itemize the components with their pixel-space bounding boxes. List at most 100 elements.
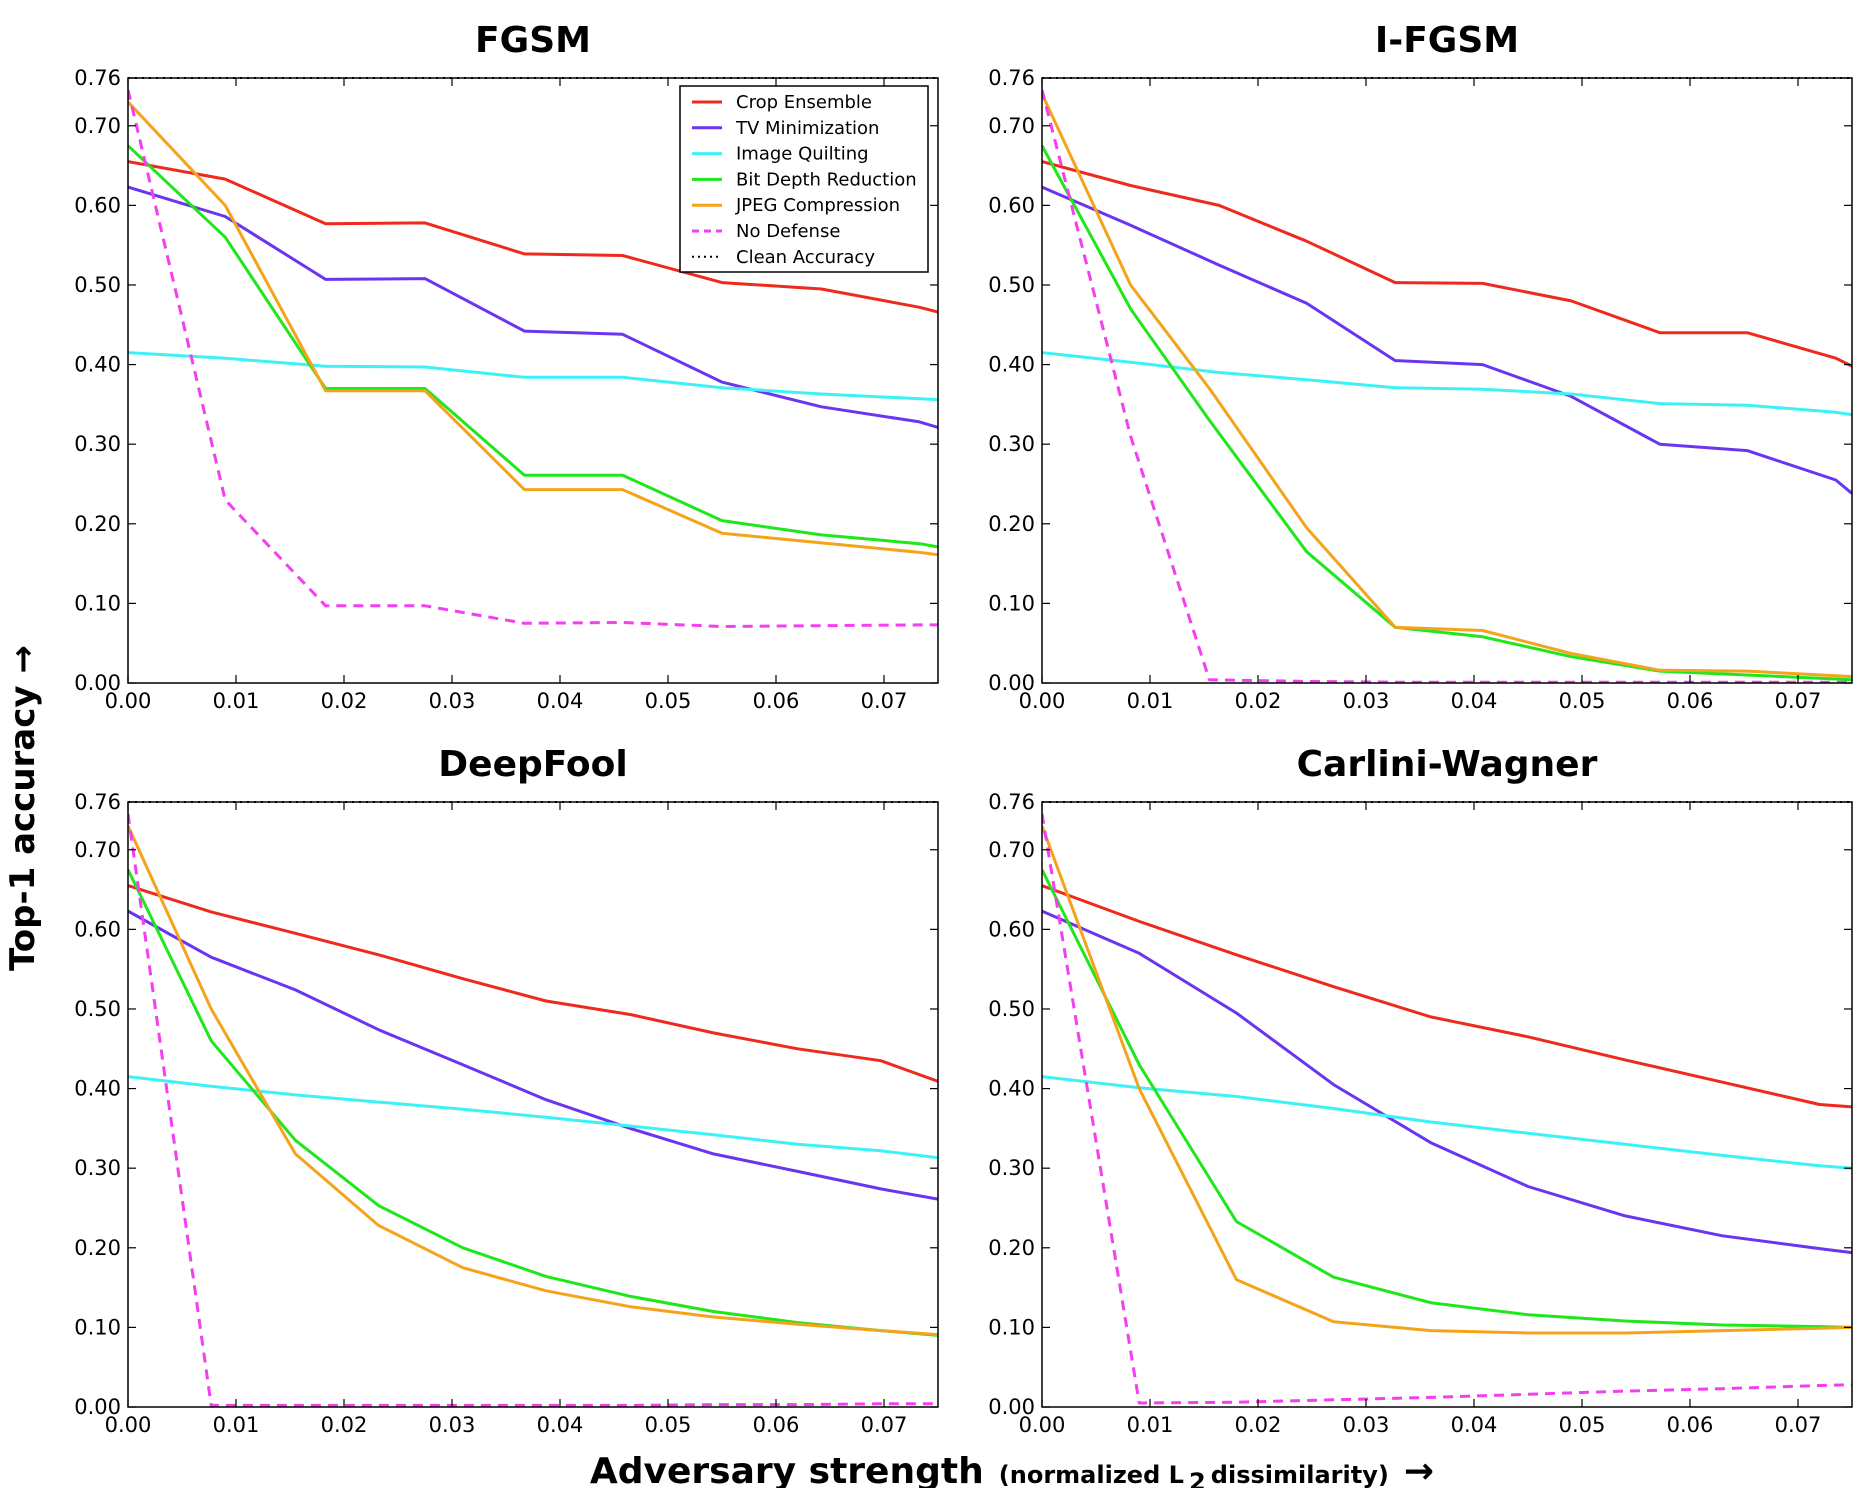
x-tick-label: 0.04 (537, 689, 584, 713)
panels: FGSM 0.00 0.01 0.02 0.03 0.04 0.05 0.06 0.07 0.00… (74, 20, 1853, 1437)
series-group (1042, 89, 1852, 683)
x-axis-label: Adversary strength (normalized L 2 dissi… (590, 1451, 1434, 1488)
series-line-no-defense (1042, 813, 1852, 1405)
y-tick-label: 0.10 (74, 1315, 121, 1339)
y-tick-label: 0.10 (74, 591, 121, 615)
x-tick-label: 0.07 (1775, 689, 1822, 713)
series-line-jpeg-compression (1042, 825, 1852, 1335)
y-tick-label: 0.76 (74, 66, 121, 90)
legend-label-no-defense: No Defense (736, 221, 840, 242)
y-tick-label: 0.20 (74, 512, 121, 536)
series-line-jpeg-compression (1042, 93, 1852, 679)
x-tick-label: 0.01 (213, 1413, 260, 1437)
series-line-image-quilting (128, 1075, 938, 1160)
y-tick-label: 0.40 (74, 353, 121, 377)
x-tick-label: 0.02 (1235, 1413, 1282, 1437)
series-line-jpeg-compression (128, 100, 938, 557)
y-tick-label: 0.76 (988, 66, 1035, 90)
y-tick-label: 0.50 (74, 273, 121, 297)
y-tick-label: 0.20 (74, 1236, 121, 1260)
x-tick-label: 0.02 (321, 689, 368, 713)
series-line-bit-depth-reduction (1042, 144, 1852, 682)
series-line-no-defense (1042, 89, 1852, 683)
series-line-image-quilting (1042, 351, 1852, 417)
x-tick-label: 0.06 (1667, 689, 1714, 713)
plot-frame (1041, 77, 1853, 684)
x-tick-label: 0.06 (753, 689, 800, 713)
y-tick-label: 0.60 (988, 193, 1035, 217)
y-tick-label: 0.30 (988, 1156, 1035, 1180)
series-line-no-defense (128, 89, 938, 628)
y-axis-label: Top-1 accuracy → (3, 645, 43, 971)
series-line-tv-minimization (1042, 185, 1852, 495)
x-tick-label: 0.05 (645, 689, 692, 713)
panel-title: FGSM (475, 20, 591, 61)
x-tick-label: 0.01 (213, 689, 260, 713)
series-line-image-quilting (128, 351, 938, 402)
y-tick-label: 0.50 (988, 273, 1035, 297)
panel-fgsm: FGSM 0.00 0.01 0.02 0.03 0.04 0.05 0.06 0.07 0.00… (74, 20, 939, 713)
x-tick-label: 0.05 (1559, 689, 1606, 713)
y-tick-label: 0.70 (74, 838, 121, 862)
x-axis-label-arrow: → (1404, 1451, 1434, 1488)
series-line-crop-ensemble (128, 160, 938, 314)
panel-title: DeepFool (438, 744, 627, 785)
y-tick-label: 0.40 (988, 353, 1035, 377)
legend-label-clean-accuracy: Clean Accuracy (736, 247, 875, 268)
x-tick-label: 0.00 (1019, 689, 1066, 713)
y-tick-label: 0.00 (74, 671, 121, 695)
series-line-crop-ensemble (128, 884, 938, 1083)
panel-i-fgsm: I-FGSM 0.00 0.01 0.02 0.03 0.04 0.05 0.06 0.07 0.… (988, 20, 1853, 713)
x-tick-label: 0.00 (105, 1413, 152, 1437)
x-tick-label: 0.02 (1235, 689, 1282, 713)
x-tick-label: 0.00 (105, 689, 152, 713)
x-tick-label: 0.05 (645, 1413, 692, 1437)
series-line-image-quilting (1042, 1075, 1852, 1170)
plot-frame (1041, 801, 1853, 1408)
y-tick-label: 0.00 (988, 671, 1035, 695)
x-tick-label: 0.01 (1127, 1413, 1174, 1437)
series-group (128, 89, 938, 628)
x-tick-label: 0.04 (537, 1413, 584, 1437)
y-tick-label: 0.10 (988, 1315, 1035, 1339)
y-tick-label: 0.00 (988, 1395, 1035, 1419)
y-tick-label: 0.00 (74, 1395, 121, 1419)
plot-frame (127, 801, 939, 1408)
x-tick-label: 0.06 (1667, 1413, 1714, 1437)
x-tick-label: 0.05 (1559, 1413, 1606, 1437)
x-tick-label: 0.06 (753, 1413, 800, 1437)
y-tick-label: 0.60 (988, 917, 1035, 941)
y-tick-label: 0.10 (988, 591, 1035, 615)
y-tick-label: 0.60 (74, 193, 121, 217)
legend-label-bit-depth-reduction: Bit Depth Reduction (736, 169, 917, 190)
panel-carlini-wagner: Carlini-Wagner 0.00 0.01 0.02 0.03 0.04 0.05 0.… (988, 744, 1853, 1437)
panel-title: Carlini-Wagner (1297, 744, 1598, 785)
x-tick-label: 0.03 (1343, 1413, 1390, 1437)
series-line-crop-ensemble (1042, 160, 1852, 368)
y-tick-label: 0.30 (74, 1156, 121, 1180)
legend-label-tv-minimization: TV Minimization (735, 118, 879, 139)
x-axis-label-subscript: 2 (1189, 1468, 1206, 1488)
y-tick-label: 0.20 (988, 1236, 1035, 1260)
y-tick-label: 0.76 (74, 790, 121, 814)
legend-label-jpeg-compression: JPEG Compression (735, 195, 900, 216)
x-tick-label: 0.07 (1775, 1413, 1822, 1437)
panel-title: I-FGSM (1375, 20, 1519, 61)
x-tick-label: 0.03 (429, 1413, 476, 1437)
series-line-bit-depth-reduction (128, 144, 938, 549)
y-tick-label: 0.30 (988, 432, 1035, 456)
series-group (128, 813, 938, 1407)
x-tick-label: 0.01 (1127, 689, 1174, 713)
x-tick-label: 0.02 (321, 1413, 368, 1437)
series-line-tv-minimization (1042, 909, 1852, 1255)
series-line-jpeg-compression (128, 825, 938, 1337)
series-line-tv-minimization (128, 909, 938, 1201)
series-line-crop-ensemble (1042, 884, 1852, 1109)
x-axis-label-paren: (normalized L (999, 1461, 1184, 1488)
series-group (1042, 813, 1852, 1405)
series-line-tv-minimization (128, 185, 938, 429)
x-axis-label-main: Adversary strength (590, 1451, 984, 1488)
y-tick-label: 0.20 (988, 512, 1035, 536)
y-tick-label: 0.60 (74, 917, 121, 941)
